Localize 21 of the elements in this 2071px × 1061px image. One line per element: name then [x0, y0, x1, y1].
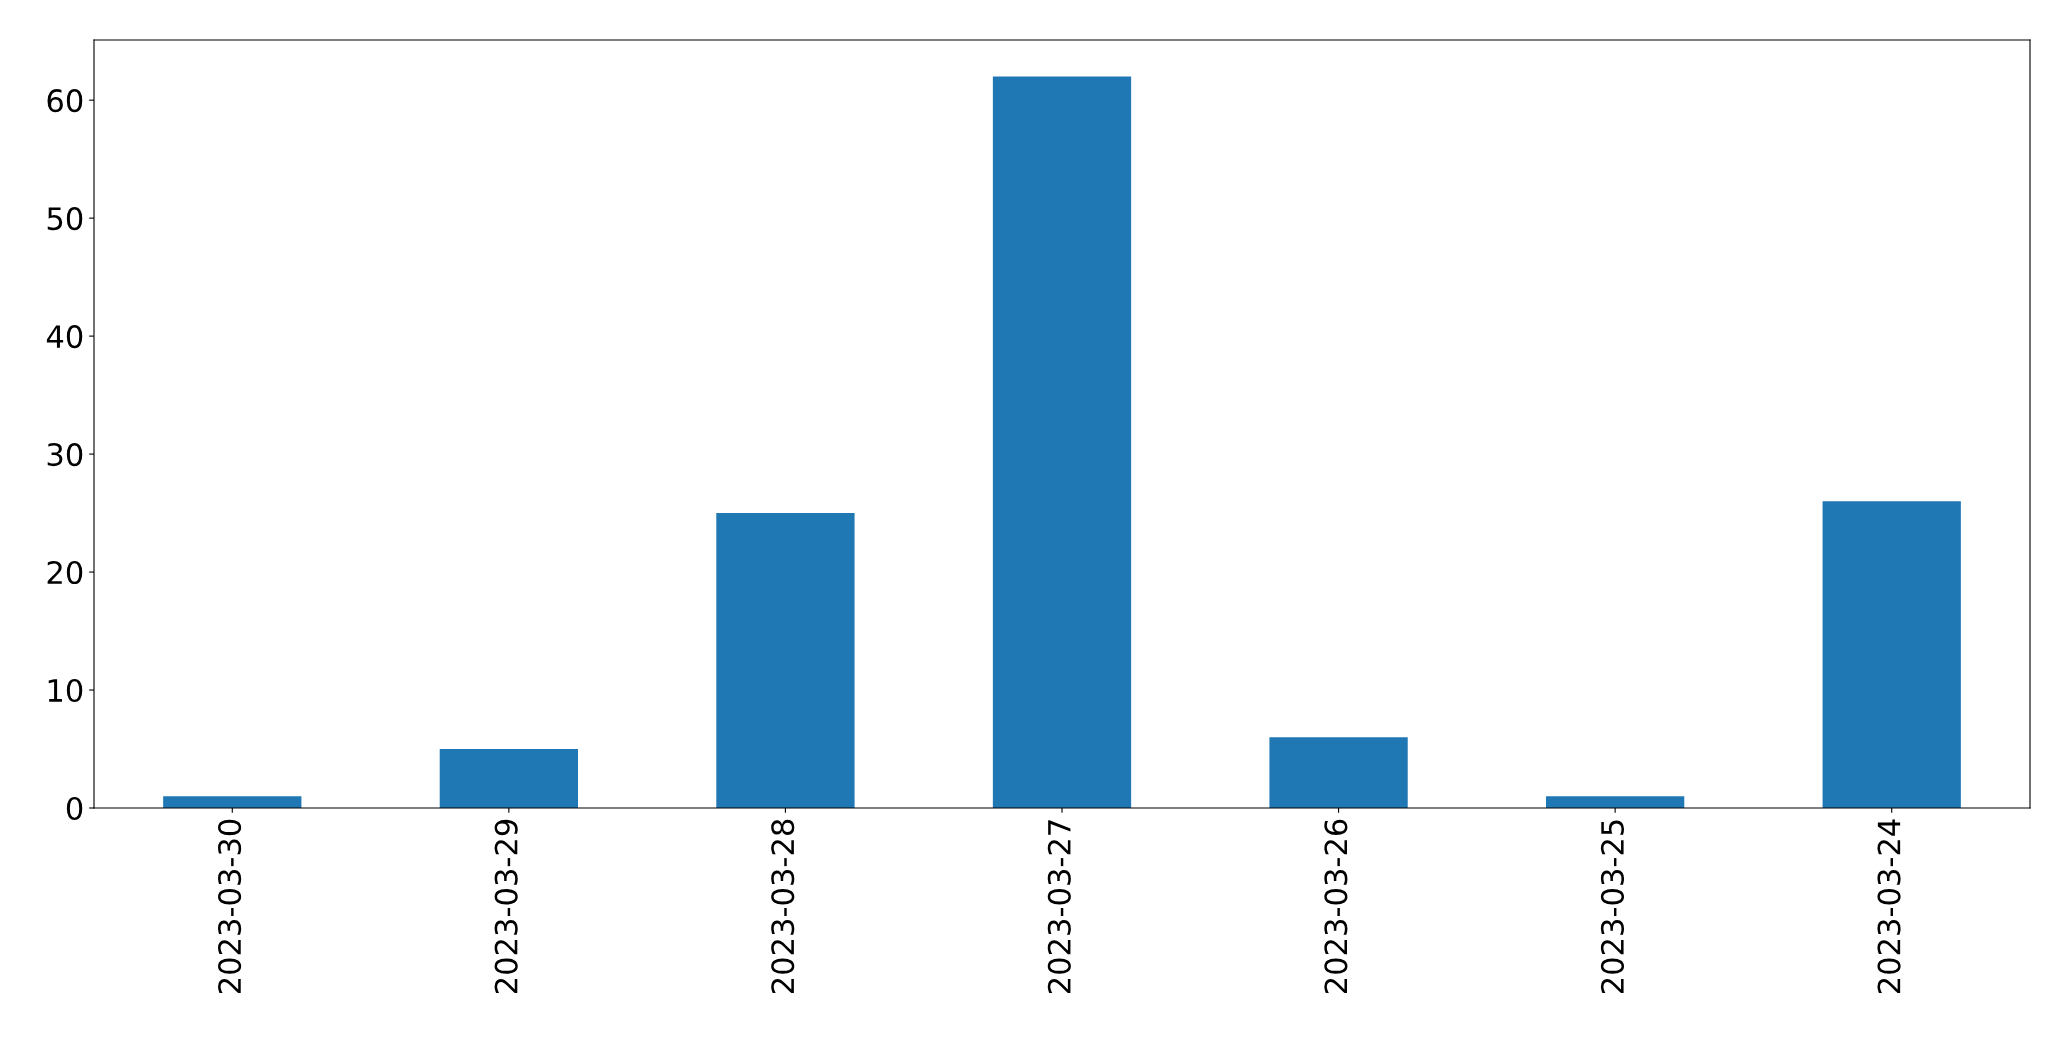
x-tick-label: 2023-03-24 — [1877, 819, 1901, 994]
x-tick-label: 2023-03-27 — [1047, 820, 1071, 994]
x-tick-label: 2023-03-30 — [218, 819, 242, 994]
y-tick-label: 30 — [47, 443, 83, 467]
x-tick-label: 2023-03-29 — [494, 819, 518, 994]
bar — [163, 796, 302, 808]
y-tick-label: 50 — [47, 207, 83, 231]
y-tick-label: 10 — [48, 678, 83, 703]
bar — [992, 76, 1132, 808]
bar — [716, 513, 855, 808]
x-tick-label: 2023-03-26 — [1324, 819, 1348, 994]
bar — [439, 749, 578, 808]
y-tick-label: 20 — [47, 560, 83, 585]
bar — [1546, 796, 1685, 808]
y-tick-label: 0 — [66, 796, 83, 821]
x-tick-label: 2023-03-25 — [1600, 820, 1625, 994]
bar — [1269, 737, 1408, 808]
bar — [1822, 501, 1961, 808]
x-tick-label: 2023-03-28 — [771, 819, 795, 994]
y-tick-label: 60 — [47, 89, 83, 113]
y-tick-label: 40 — [46, 325, 83, 349]
